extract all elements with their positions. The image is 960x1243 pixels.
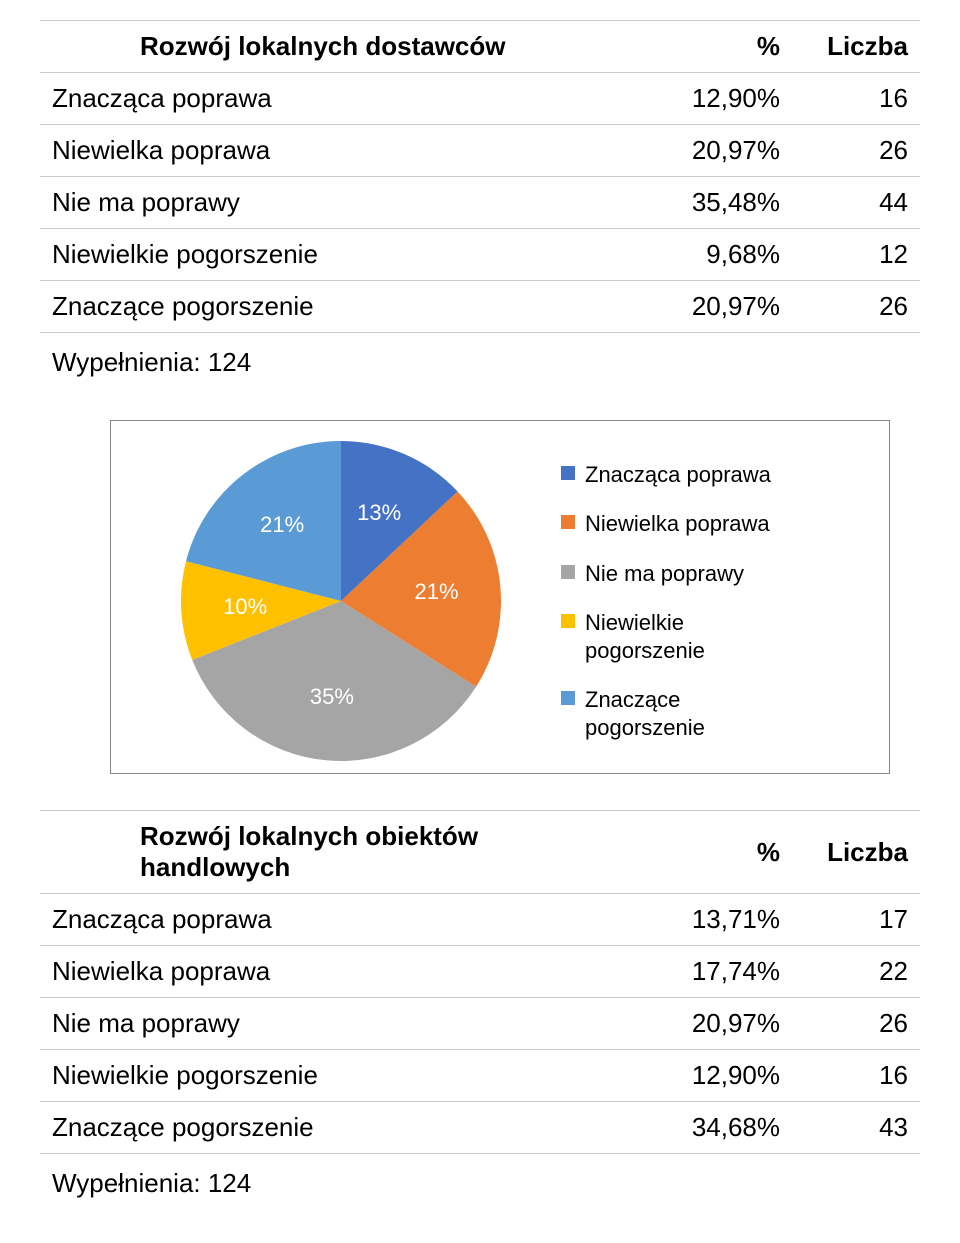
row-label: Znaczące pogorszenie [40,281,640,333]
row-label: Niewielka poprawa [40,125,640,177]
table-row: Niewielka poprawa17,74%22 [40,946,920,998]
row-pct: 12,90% [640,73,810,125]
table1-footnote: Wypełnienia: 124 [40,341,920,402]
col-pct: % [640,21,810,73]
legend-item: Znacząca poprawa [561,461,805,489]
row-label: Znaczące pogorszenie [40,1102,640,1154]
legend-swatch [561,466,575,480]
table-row: Znacząca poprawa12,90%16 [40,73,920,125]
row-label: Niewielkie pogorszenie [40,229,640,281]
row-count: 22 [810,946,920,998]
col-pct: % [640,811,810,894]
row-label: Niewielkie pogorszenie [40,1050,640,1102]
row-count: 12 [810,229,920,281]
row-label: Nie ma poprawy [40,177,640,229]
pie-chart-container: 13% 21% 35% 10% 21% Znacząca poprawa Niewielk… [110,420,890,774]
legend-label: Niewielka poprawa [585,510,770,538]
table-local-suppliers: Rozwój lokalnych dostawców % Liczba Znac… [40,20,920,333]
pie-slice-label: 21% [260,512,304,538]
col-count: Liczba [810,21,920,73]
row-pct: 20,97% [640,281,810,333]
table1-body: Znacząca poprawa12,90%16Niewielka popraw… [40,73,920,333]
pie-slice-label: 35% [310,684,354,710]
legend-label: Znaczące pogorszenie [585,686,805,741]
row-label: Nie ma poprawy [40,998,640,1050]
legend-item: Znaczące pogorszenie [561,686,805,741]
legend-swatch [561,515,575,529]
legend-label: Niewielkie pogorszenie [585,609,805,664]
table-row: Niewielkie pogorszenie12,90%16 [40,1050,920,1102]
row-pct: 17,74% [640,946,810,998]
pie-chart: 13% 21% 35% 10% 21% [181,441,501,761]
row-pct: 34,68% [640,1102,810,1154]
legend-item: Niewielka poprawa [561,510,805,538]
row-count: 16 [810,1050,920,1102]
row-count: 26 [810,281,920,333]
pie-slice-label: 13% [357,500,401,526]
row-label: Znacząca poprawa [40,894,640,946]
legend-label: Nie ma poprawy [585,560,744,588]
table-row: Znaczące pogorszenie20,97%26 [40,281,920,333]
row-pct: 12,90% [640,1050,810,1102]
table-row: Niewielka poprawa20,97%26 [40,125,920,177]
row-count: 26 [810,125,920,177]
table2-body: Znacząca poprawa13,71%17Niewielka popraw… [40,894,920,1154]
row-pct: 35,48% [640,177,810,229]
row-count: 44 [810,177,920,229]
legend-swatch [561,565,575,579]
row-count: 16 [810,73,920,125]
row-label: Znacząca poprawa [40,73,640,125]
row-count: 26 [810,998,920,1050]
pie-slice-label: 21% [415,579,459,605]
col-count: Liczba [810,811,920,894]
row-count: 43 [810,1102,920,1154]
legend-swatch [561,614,575,628]
col-title: Rozwój lokalnych dostawców [40,21,640,73]
table-row: Niewielkie pogorszenie9,68%12 [40,229,920,281]
row-pct: 9,68% [640,229,810,281]
col-title: Rozwój lokalnych obiektów handlowych [40,811,640,894]
legend-label: Znacząca poprawa [585,461,771,489]
table-row: Nie ma poprawy35,48%44 [40,177,920,229]
row-pct: 20,97% [640,998,810,1050]
row-count: 17 [810,894,920,946]
table-local-commercial: Rozwój lokalnych obiektów handlowych % L… [40,810,920,1154]
row-label: Niewielka poprawa [40,946,640,998]
row-pct: 20,97% [640,125,810,177]
legend-swatch [561,691,575,705]
pie-slice-label: 10% [223,594,267,620]
row-pct: 13,71% [640,894,810,946]
legend-item: Nie ma poprawy [561,560,805,588]
table2-footnote: Wypełnienia: 124 [40,1162,920,1223]
table-row: Znaczące pogorszenie34,68%43 [40,1102,920,1154]
table-row: Znacząca poprawa13,71%17 [40,894,920,946]
legend-item: Niewielkie pogorszenie [561,609,805,664]
pie-legend: Znacząca poprawa Niewielka poprawa Nie ma … [561,461,805,742]
table-row: Nie ma poprawy20,97%26 [40,998,920,1050]
